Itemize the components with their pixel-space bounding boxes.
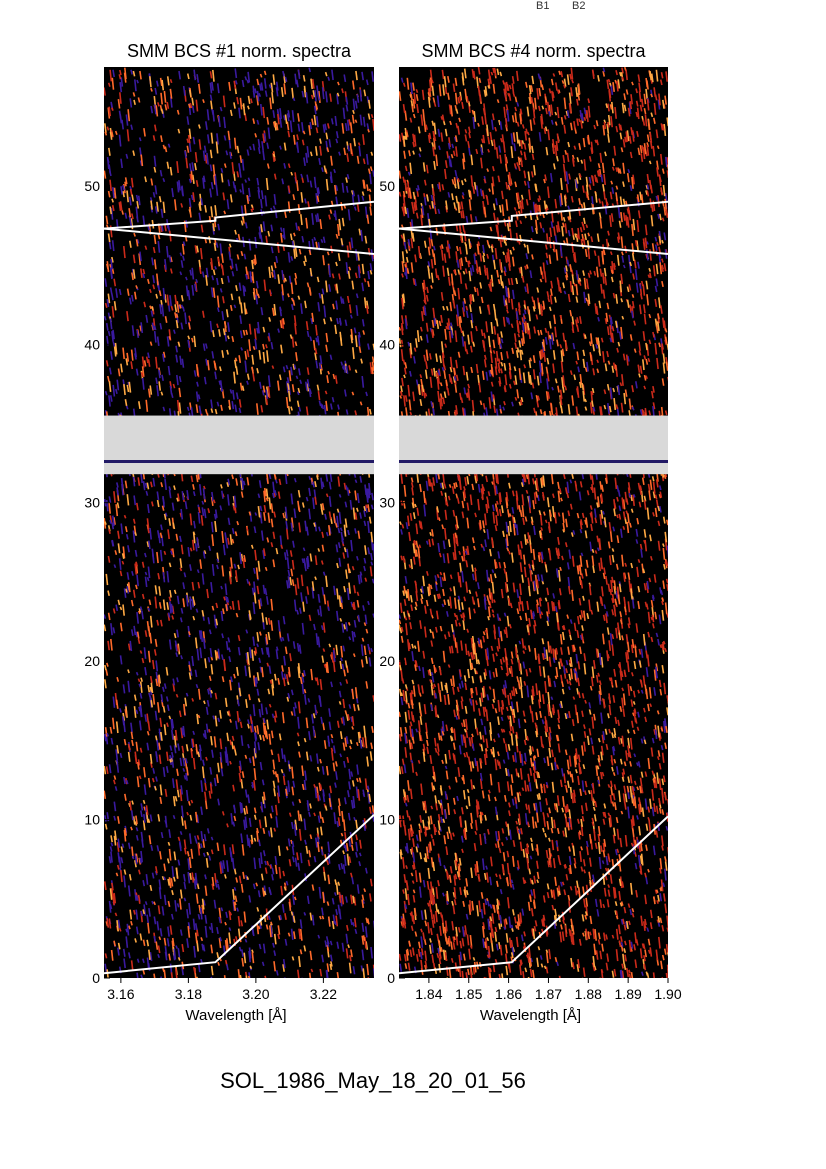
header-label-b1: B1: [536, 0, 550, 12]
panel-title: SMM BCS #4 norm. spectra: [421, 41, 646, 61]
x-axis-label: Wavelength [Å]: [480, 1007, 581, 1024]
x-tick-label: 1.87: [535, 986, 562, 1002]
x-tick-label: 1.90: [654, 986, 681, 1002]
data-gap-stripe: [399, 460, 668, 464]
y-tick-label: 10: [84, 812, 100, 828]
x-tick-label: 1.86: [495, 986, 522, 1002]
heatmap-background: [104, 67, 374, 978]
y-tick-label: 50: [379, 178, 395, 194]
y-tick-label: 50: [84, 178, 100, 194]
header-label-b2: B2: [572, 0, 586, 12]
x-tick-label: 3.22: [310, 986, 337, 1002]
x-tick-label: 3.18: [175, 986, 202, 1002]
overlay-line-3: [399, 227, 668, 255]
overlay-line-1: [104, 814, 374, 975]
overlay-line-1: [399, 815, 668, 975]
panel-title: SMM BCS #1 norm. spectra: [127, 41, 352, 61]
y-tick-label: 30: [379, 495, 395, 511]
overlay-line-2: [104, 200, 374, 230]
x-tick-label: 1.88: [575, 986, 602, 1002]
x-tick-label: 3.20: [242, 986, 269, 1002]
y-tick-label: 0: [92, 970, 100, 986]
data-gap-stripe: [104, 460, 374, 464]
x-tick-label: 1.89: [615, 986, 642, 1002]
y-tick-label: 30: [84, 495, 100, 511]
y-tick-label: 40: [84, 336, 100, 352]
data-gap-band: [399, 415, 668, 475]
panel-1: SMM BCS #1 norm. spectra 0 10 20 30 40 50 3.16 3…: [84, 41, 374, 1024]
x-axis-label: Wavelength [Å]: [185, 1007, 286, 1024]
y-tick-label: 20: [379, 653, 395, 669]
heatmap-texture: [104, 67, 374, 978]
overlay-line-3: [104, 227, 374, 255]
y-tick-label: 20: [84, 653, 100, 669]
x-tick-label: 3.16: [107, 986, 134, 1002]
y-tick-label: 40: [379, 336, 395, 352]
y-tick-label: 10: [379, 812, 395, 828]
x-tick-label: 1.85: [455, 986, 482, 1002]
x-tick-label: 1.84: [415, 986, 442, 1002]
y-tick-label: 0: [387, 970, 395, 986]
event-id-footer: SOL_1986_May_18_20_01_56: [220, 1068, 526, 1093]
data-gap-band: [104, 415, 374, 475]
overlay-line-2: [399, 200, 668, 230]
panel-2: SMM BCS #4 norm. spectra 0 10 20 30 40 50 1.84 1…: [379, 41, 681, 1024]
